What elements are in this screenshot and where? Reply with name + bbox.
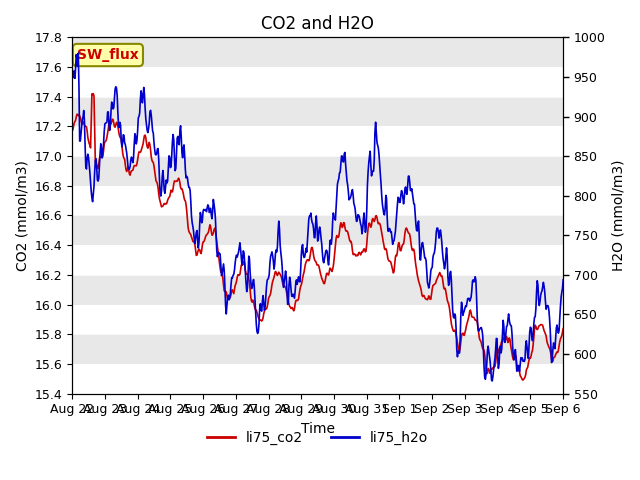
Legend: li75_co2, li75_h2o: li75_co2, li75_h2o: [202, 426, 434, 451]
Y-axis label: H2O (mmol/m3): H2O (mmol/m3): [611, 160, 625, 271]
Text: SW_flux: SW_flux: [77, 48, 139, 62]
Bar: [72, 186, 563, 216]
Y-axis label: CO2 (mmol/m3): CO2 (mmol/m3): [15, 160, 29, 271]
X-axis label: Time: Time: [301, 422, 335, 436]
Bar: [72, 364, 563, 394]
Bar: [72, 126, 563, 156]
Title: CO2 and H2O: CO2 and H2O: [261, 15, 374, 33]
Bar: [72, 67, 563, 96]
Bar: [72, 304, 563, 334]
Bar: [72, 245, 563, 275]
